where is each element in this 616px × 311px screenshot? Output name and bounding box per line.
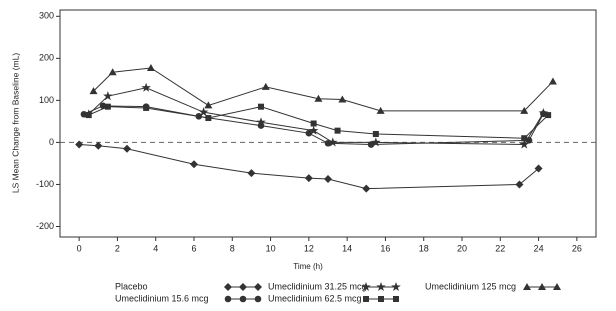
data-point <box>520 106 529 114</box>
data-point <box>89 87 98 95</box>
series-line <box>88 106 549 139</box>
x-tick-label: 26 <box>572 243 582 253</box>
legend-label: Umeclidinium 31.25 mcg <box>268 281 367 291</box>
x-tick-label: 6 <box>191 243 196 253</box>
data-point <box>328 137 338 147</box>
data-point <box>538 107 549 118</box>
y-tick-label: -200 <box>36 221 54 231</box>
legend-marker <box>363 296 369 302</box>
legend-marker <box>523 283 531 290</box>
data-point <box>334 127 341 134</box>
data-point <box>99 102 107 110</box>
data-point <box>534 164 543 173</box>
legend-label: Umeclidinium 62.5 mcg <box>268 293 362 303</box>
legend-marker <box>538 283 546 290</box>
series-line <box>79 144 539 190</box>
data-point <box>103 91 113 101</box>
data-point <box>310 120 317 127</box>
data-point <box>190 160 198 169</box>
data-point <box>371 137 381 147</box>
data-point <box>304 174 313 183</box>
legend-marker <box>224 295 232 303</box>
legend-marker <box>254 283 262 291</box>
data-point <box>204 101 213 109</box>
data-point <box>198 107 209 117</box>
data-point <box>123 144 131 153</box>
x-tick-label: 22 <box>495 243 505 253</box>
y-tick-label: 300 <box>39 11 54 21</box>
legend-marker <box>254 295 262 303</box>
legend-label: Umeclidinium 15.6 mcg <box>115 293 209 303</box>
data-point <box>338 95 347 103</box>
x-tick-label: 16 <box>380 243 390 253</box>
data-point <box>376 106 385 114</box>
legend-marker <box>224 283 232 291</box>
y-tick-label: -100 <box>36 179 54 189</box>
x-tick-label: 4 <box>153 243 158 253</box>
series-line <box>88 87 544 146</box>
legend-marker <box>378 296 384 302</box>
data-point <box>80 110 88 118</box>
data-point <box>146 64 155 72</box>
x-tick-label: 20 <box>457 243 467 253</box>
data-point <box>261 82 270 90</box>
data-point <box>85 112 92 119</box>
data-point <box>94 141 103 150</box>
legend-marker <box>391 282 401 292</box>
y-axis-label: LS Mean Change from Baseline (mL) <box>10 53 20 193</box>
x-tick-label: 24 <box>534 243 544 253</box>
legend-marker <box>393 296 399 302</box>
x-tick-label: 10 <box>266 243 276 253</box>
y-tick-label: 100 <box>39 95 54 105</box>
y-tick-label: 0 <box>49 137 54 147</box>
data-point <box>258 103 264 110</box>
data-point <box>308 125 319 135</box>
data-point <box>545 112 552 119</box>
legend-marker <box>239 283 247 291</box>
y-tick-label: 200 <box>39 53 54 63</box>
plot-frame <box>59 9 597 238</box>
x-tick-label: 0 <box>77 243 82 253</box>
series-line <box>83 105 544 146</box>
legend-marker <box>376 282 386 292</box>
legend-marker <box>239 295 247 303</box>
data-point <box>143 104 150 111</box>
data-point <box>305 129 313 137</box>
data-point <box>515 180 524 189</box>
data-point <box>104 103 111 110</box>
x-tick-label: 12 <box>304 243 314 253</box>
data-point <box>314 94 323 102</box>
data-point <box>521 135 528 142</box>
data-point <box>141 82 151 92</box>
data-point <box>256 117 266 127</box>
legend-marker <box>553 283 561 290</box>
legend-label: Umeclidinium 125 mcg <box>425 281 516 291</box>
x-tick-label: 2 <box>115 243 120 253</box>
series-line <box>93 67 554 112</box>
legend-label: Placebo <box>115 281 148 291</box>
data-point <box>205 115 212 122</box>
x-tick-label: 8 <box>230 243 235 253</box>
data-point <box>108 68 117 76</box>
x-tick-label: 18 <box>419 243 429 253</box>
data-point <box>362 184 371 193</box>
legend-marker <box>361 282 371 292</box>
x-tick-label: 14 <box>342 243 352 253</box>
data-point <box>324 174 332 183</box>
data-point <box>247 169 256 178</box>
data-point <box>548 77 557 85</box>
data-point <box>372 131 379 138</box>
data-point <box>519 139 529 149</box>
data-point <box>75 140 84 149</box>
x-axis-label: Time (h) <box>293 262 323 271</box>
